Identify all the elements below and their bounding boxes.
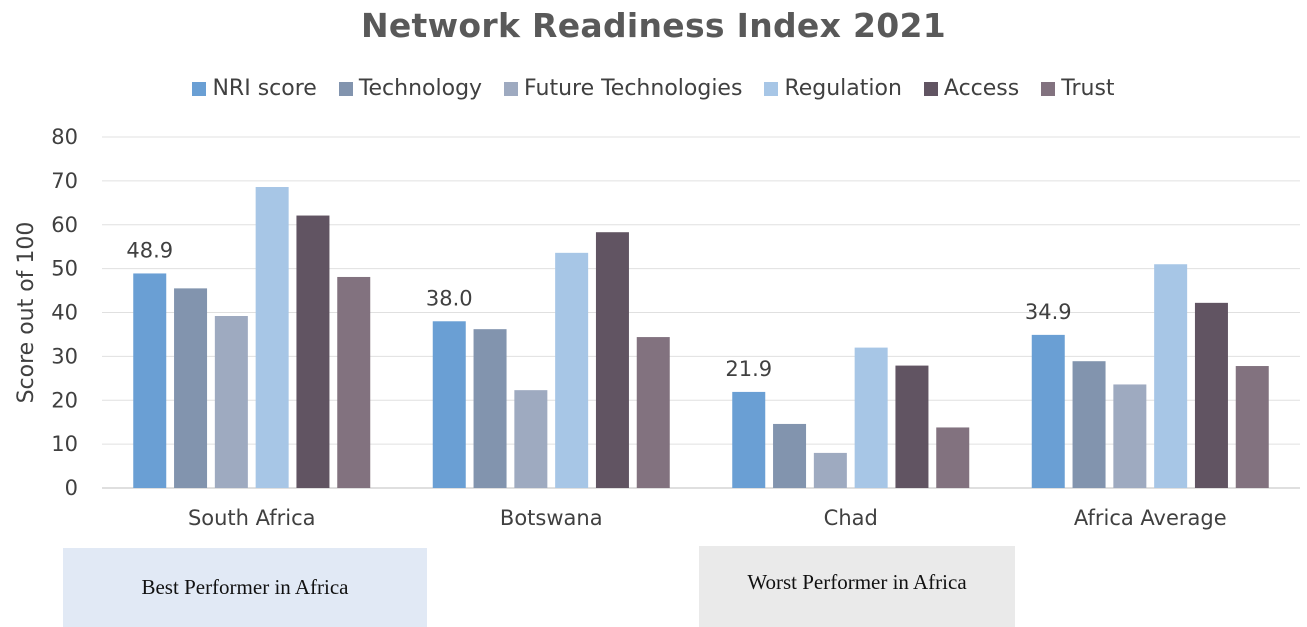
bar — [813, 452, 847, 488]
bar — [936, 427, 970, 488]
bar — [214, 316, 248, 488]
legend-label: Trust — [1061, 76, 1115, 101]
best-performer-annotation: Best Performer in Africa — [63, 548, 427, 627]
bar — [473, 329, 507, 488]
y-axis-label: Score out of 100 — [14, 222, 39, 404]
bar — [514, 390, 548, 488]
x-tick-label: Chad — [824, 506, 878, 530]
legend-swatch — [504, 81, 519, 96]
data-label: 21.9 — [725, 357, 772, 381]
bar — [1113, 384, 1147, 488]
data-label: 34.9 — [1025, 300, 1072, 324]
x-tick-label: Botswana — [500, 506, 603, 530]
legend-swatch — [1041, 81, 1056, 96]
y-tick-label: 20 — [51, 388, 78, 412]
legend-swatch — [338, 81, 353, 96]
legend-label: Access — [943, 76, 1020, 101]
legend-item-access: Access — [923, 76, 1020, 101]
legend-label: Technology — [358, 76, 483, 101]
bar — [854, 347, 888, 488]
legend-label: Future Technologies — [524, 76, 743, 101]
bar — [255, 187, 289, 488]
y-tick-label: 80 — [51, 125, 78, 149]
bar — [133, 273, 167, 488]
bar — [636, 337, 670, 488]
legend-item-technology: Technology — [338, 76, 483, 101]
bar — [732, 391, 766, 488]
y-tick-label: 60 — [51, 213, 78, 237]
y-tick-label: 10 — [51, 432, 78, 456]
y-tick-label: 0 — [65, 476, 78, 500]
chart-legend: NRI score Technology Future Technologies… — [0, 76, 1307, 101]
bar — [895, 365, 929, 488]
y-tick-label: 30 — [51, 344, 78, 368]
bar — [337, 276, 371, 488]
bar — [1072, 361, 1106, 488]
bar — [555, 252, 589, 488]
bar — [174, 288, 208, 488]
bar — [1235, 366, 1269, 488]
legend-label: Regulation — [784, 76, 902, 101]
x-tick-label: South Africa — [188, 506, 316, 530]
legend-item-regulation: Regulation — [764, 76, 902, 101]
bar — [296, 215, 330, 488]
bar — [432, 321, 466, 488]
y-tick-label: 40 — [51, 301, 78, 325]
chart-title: Network Readiness Index 2021 — [360, 6, 947, 45]
worst-performer-annotation: Worst Performer in Africa — [699, 546, 1015, 627]
data-label: 48.9 — [126, 238, 173, 262]
legend-label: NRI score — [212, 76, 317, 101]
bar — [1031, 334, 1065, 488]
y-tick-label: 70 — [51, 169, 78, 193]
data-label: 38.0 — [426, 286, 473, 310]
y-tick-label: 50 — [51, 257, 78, 281]
legend-item-trust: Trust — [1041, 76, 1115, 101]
legend-swatch — [923, 81, 938, 96]
bar — [1194, 302, 1228, 488]
bar — [595, 232, 629, 488]
legend-swatch — [192, 81, 207, 96]
legend-item-future-technologies: Future Technologies — [504, 76, 742, 101]
bar — [773, 423, 807, 488]
legend-item-nri-score: NRI score — [192, 76, 317, 101]
x-tick-label: Africa Average — [1074, 506, 1227, 530]
legend-swatch — [764, 81, 779, 96]
bar — [1154, 264, 1188, 488]
